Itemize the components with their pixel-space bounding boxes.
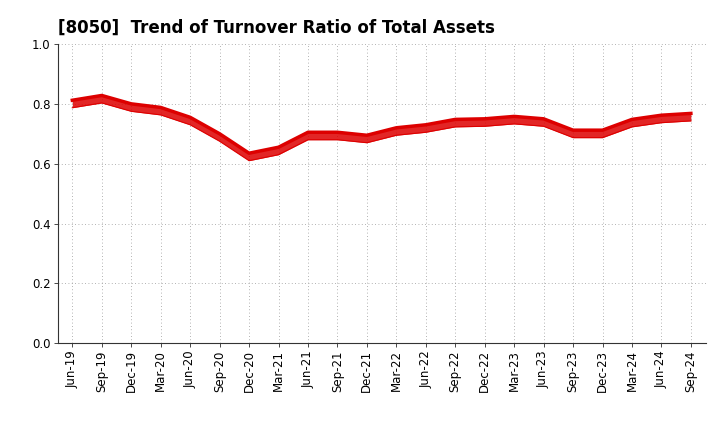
Text: [8050]  Trend of Turnover Ratio of Total Assets: [8050] Trend of Turnover Ratio of Total … (58, 19, 495, 37)
